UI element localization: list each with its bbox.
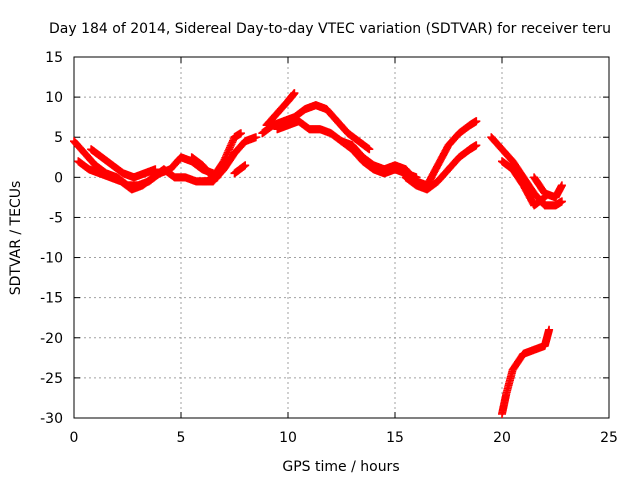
y-tick-label: -10: [40, 251, 63, 267]
y-tick-label: 5: [54, 130, 63, 146]
series-track-f: [230, 161, 250, 178]
x-tick-label: 15: [386, 430, 404, 446]
y-tick-label: -5: [49, 210, 63, 226]
series-track-d: [187, 129, 245, 182]
x-tick-label: 20: [493, 430, 511, 446]
x-tick-label: 5: [177, 430, 186, 446]
series-track-k: [401, 141, 481, 194]
series-track-e: [198, 133, 260, 186]
data-point: [545, 325, 554, 334]
data-point: [241, 161, 250, 170]
data-point: [557, 181, 566, 190]
y-tick-label: -30: [40, 411, 63, 427]
series-track-g: [262, 89, 299, 130]
x-axis-label: GPS time / hours: [282, 459, 399, 475]
plot-frame: [73, 56, 610, 419]
series-track-l: [487, 133, 566, 210]
y-tick-label: 10: [45, 90, 63, 106]
data-point: [472, 117, 481, 126]
x-tick-label: 25: [600, 430, 618, 446]
data-point: [236, 129, 245, 138]
y-axis-label: SDTVAR / TECUs: [8, 181, 24, 296]
y-tick-label: 15: [45, 50, 63, 66]
x-tick-label: 10: [279, 430, 297, 446]
x-tick-label: 0: [70, 430, 79, 446]
data-point: [557, 197, 566, 206]
y-tick-label: -15: [40, 291, 63, 307]
data-point: [365, 145, 374, 154]
data-point: [472, 141, 481, 150]
data-point: [290, 89, 299, 98]
series-track-n: [530, 173, 566, 202]
data-point: [251, 133, 260, 142]
x-ticks: 0 5 10 15 20 25: [70, 57, 618, 446]
y-tick-label: -25: [40, 371, 63, 387]
data-point: [151, 165, 160, 174]
y-ticks: 15 10 5 0 -5 -10 -15 -20 -25 -30: [40, 50, 609, 427]
series-track-c: [87, 145, 160, 182]
y-tick-label: 0: [54, 170, 63, 186]
series-track-m: [498, 157, 549, 210]
data-points: [70, 89, 566, 418]
y-tick-label: -20: [40, 331, 63, 347]
series-track-o: [498, 325, 554, 418]
chart-title: Day 184 of 2014, Sidereal Day-to-day VTE…: [49, 21, 611, 37]
